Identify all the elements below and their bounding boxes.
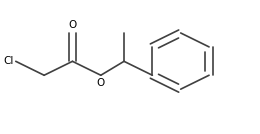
- Text: Cl: Cl: [3, 56, 14, 66]
- Text: O: O: [68, 20, 77, 30]
- Text: O: O: [97, 78, 105, 88]
